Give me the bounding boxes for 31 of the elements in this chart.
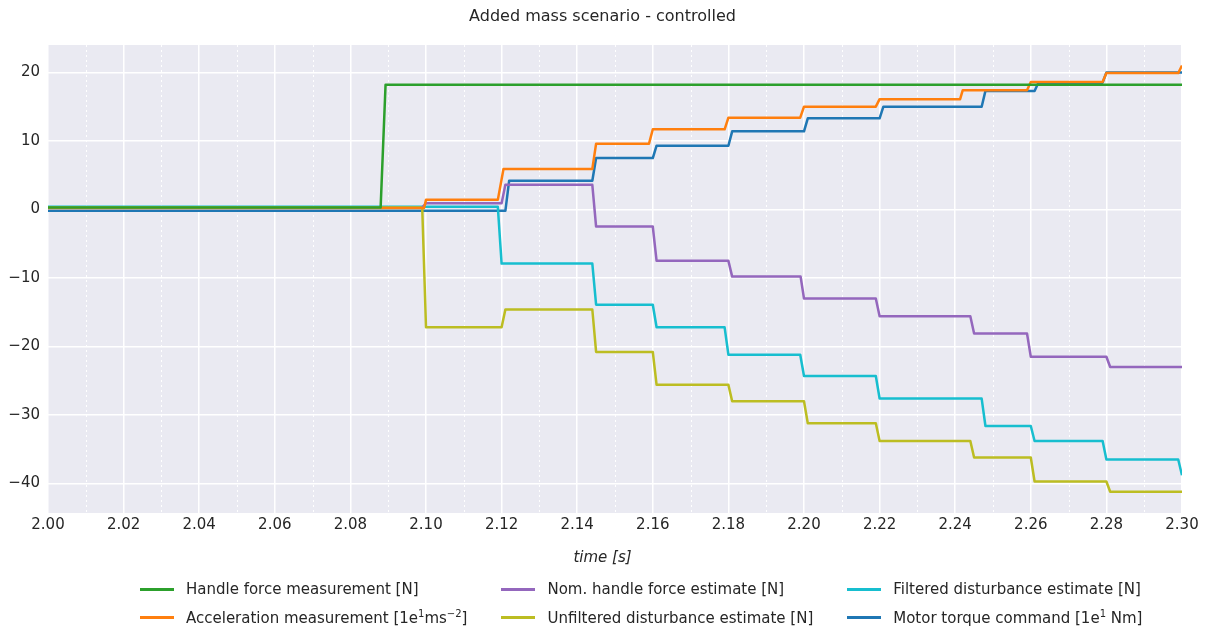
x-tick-label: 2.10 [409, 514, 443, 533]
x-tick-label: 2.26 [1014, 514, 1048, 533]
y-tick-label: 0 [30, 199, 40, 218]
x-tick-label: 2.02 [106, 514, 141, 533]
y-tick-label: −30 [8, 404, 40, 423]
legend-label: Motor torque command [1e$^{1}$ Nm] [893, 608, 1143, 627]
x-tick-label: 2.12 [484, 514, 519, 533]
legend-label: Filtered disturbance estimate [N] [893, 580, 1141, 598]
x-tick-label: 2.06 [258, 514, 292, 533]
x-tick-label: 2.30 [1165, 514, 1199, 533]
chart-title: Added mass scenario - controlled [468, 6, 737, 25]
legend-label: Acceleration measurement [1e$^{1}$ms$^{−2}$] [186, 608, 468, 627]
x-tick-label: 2.24 [938, 514, 972, 533]
legend-label: Nom. handle force estimate [N] [547, 580, 785, 598]
x-tick-label: 2.22 [862, 514, 897, 533]
x-tick-label: 2.28 [1089, 514, 1124, 533]
x-tick-label: 2.14 [560, 514, 594, 533]
x-tick-label: 2.08 [333, 514, 368, 533]
legend-label: Handle force measurement [N] [186, 580, 419, 598]
x-tick-label: 2.20 [787, 514, 821, 533]
y-tick-label: −40 [8, 473, 40, 492]
x-axis-title: time [s] [572, 548, 633, 566]
y-tick-label: 10 [20, 130, 40, 149]
legend-label: Unfiltered disturbance estimate [N] [547, 608, 814, 627]
y-tick-label: −10 [8, 267, 40, 286]
x-tick-label: 2.04 [182, 514, 216, 533]
x-tick-label: 2.18 [711, 514, 746, 533]
x-tick-label: 2.16 [636, 514, 670, 533]
x-tick-label: 2.00 [31, 514, 65, 533]
y-tick-label: 20 [20, 62, 40, 81]
y-tick-label: −20 [8, 336, 40, 355]
